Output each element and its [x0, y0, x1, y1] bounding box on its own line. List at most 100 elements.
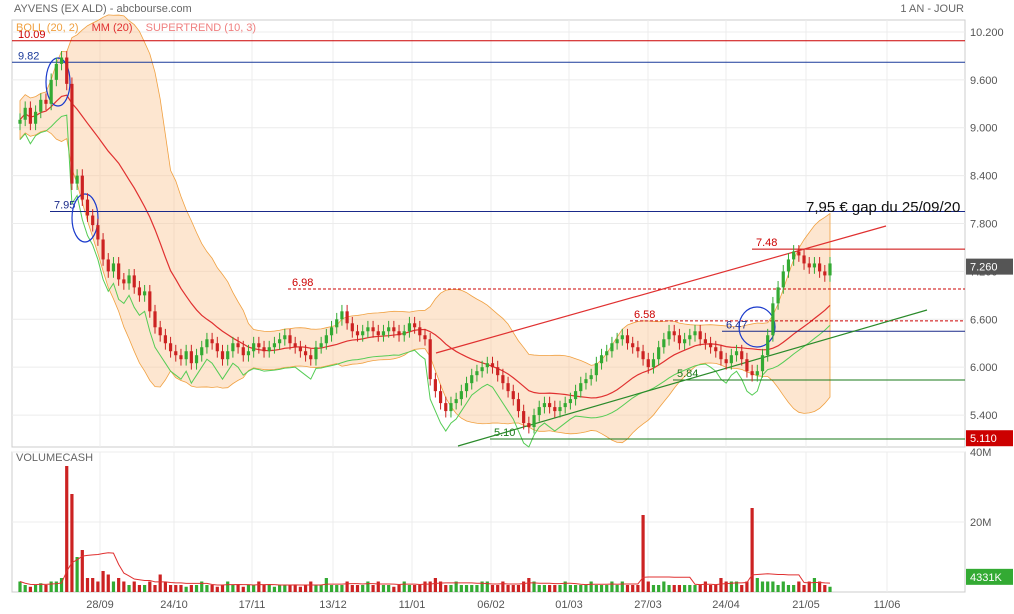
candle-body [402, 331, 406, 336]
candle-body [750, 371, 754, 376]
volume-bar [366, 581, 370, 592]
volume-bar [776, 585, 780, 592]
candle-body [449, 403, 453, 412]
volume-bar [677, 585, 682, 592]
volume-bar [485, 581, 489, 592]
candle-body [381, 331, 386, 336]
volume-bar [350, 585, 354, 592]
x-tick-label: 28/09 [86, 599, 114, 611]
volume-bar [812, 578, 817, 592]
volume-bar [615, 585, 619, 592]
candle-body [215, 343, 219, 352]
candle-body [314, 347, 318, 360]
volume-bar [387, 585, 391, 592]
volume-bar [413, 585, 417, 592]
candle-body [418, 327, 422, 336]
level-label: 6.98 [292, 277, 313, 289]
volume-bar [70, 494, 74, 592]
volume-bar [278, 585, 282, 592]
volume-bar [200, 581, 204, 592]
volume-bar [127, 585, 131, 592]
candle-body [480, 367, 484, 372]
candle-body [464, 383, 469, 392]
volume-bar [573, 585, 578, 592]
volume-bar [241, 586, 245, 592]
volume-bar [449, 585, 453, 592]
candle-body [361, 331, 365, 336]
candle-body [636, 347, 640, 352]
candle-body [324, 335, 328, 344]
volume-bar [54, 581, 58, 592]
volume-bar [750, 508, 754, 592]
volume-bar [672, 585, 676, 592]
level-label: 6.58 [634, 309, 655, 321]
volume-bar [641, 515, 645, 592]
candle-body [407, 323, 412, 332]
volume-bar [262, 585, 266, 592]
volume-bar [558, 585, 562, 592]
volume-bar [39, 583, 43, 592]
volume-bar [724, 581, 728, 592]
candle-body [625, 335, 630, 344]
volume-bar [646, 581, 650, 592]
candle-body [153, 311, 157, 328]
candle-body [444, 403, 448, 412]
volume-bar [179, 585, 183, 592]
candle-body [371, 327, 375, 332]
highlight-circle [71, 193, 99, 243]
candle-body [355, 331, 360, 336]
candle-body [506, 383, 510, 392]
volume-bar [153, 585, 157, 592]
candle-body [537, 407, 541, 416]
level-label: 9.82 [18, 50, 39, 62]
candle-body [340, 311, 344, 320]
price-tick-label: 6.000 [970, 362, 998, 374]
candle-body [631, 343, 635, 348]
supertrend-line [19, 114, 831, 448]
volume-bar [65, 466, 69, 592]
volume-bar [59, 578, 64, 592]
candle-body [101, 239, 105, 260]
volume-bar [402, 581, 406, 592]
volume-bar [553, 585, 557, 592]
volume-bar [189, 585, 193, 592]
candle-body [33, 111, 38, 124]
candle-body [511, 391, 515, 400]
volume-bar [729, 581, 733, 592]
candle-body [392, 327, 396, 332]
candle-body [454, 399, 458, 404]
volume-bar [335, 585, 339, 592]
volume-bar [771, 581, 775, 592]
volume-bar [355, 585, 360, 592]
candle-body [85, 199, 90, 216]
candle-body [698, 331, 702, 340]
candle-body [433, 379, 437, 392]
candle-body [376, 331, 380, 336]
volume-bar [745, 581, 749, 592]
candle-body [589, 375, 593, 380]
volume-bar [23, 585, 27, 592]
volume-bar [584, 585, 588, 592]
volume-bar [714, 585, 718, 592]
volume-bar [734, 581, 739, 592]
volume-bar [719, 578, 723, 592]
current-volume-tag-bg [966, 568, 1013, 585]
x-tick-label: 27/03 [634, 599, 662, 611]
candle-body [252, 343, 256, 352]
candle-body [542, 403, 547, 408]
volume-bar [319, 585, 323, 592]
candle-body [683, 339, 687, 344]
candle-body [127, 275, 131, 284]
candle-body [75, 175, 79, 184]
candle-body [651, 359, 656, 368]
candle-body [714, 347, 718, 352]
volume-bar [132, 581, 136, 592]
price-tick-label: 9.000 [970, 123, 998, 135]
volume-bar [303, 585, 308, 592]
candle-body [610, 343, 614, 352]
volume-bar [210, 585, 214, 592]
candle-body [200, 347, 204, 356]
volume-bar [807, 581, 811, 592]
candle-body [257, 343, 261, 348]
volume-bar [511, 585, 515, 592]
